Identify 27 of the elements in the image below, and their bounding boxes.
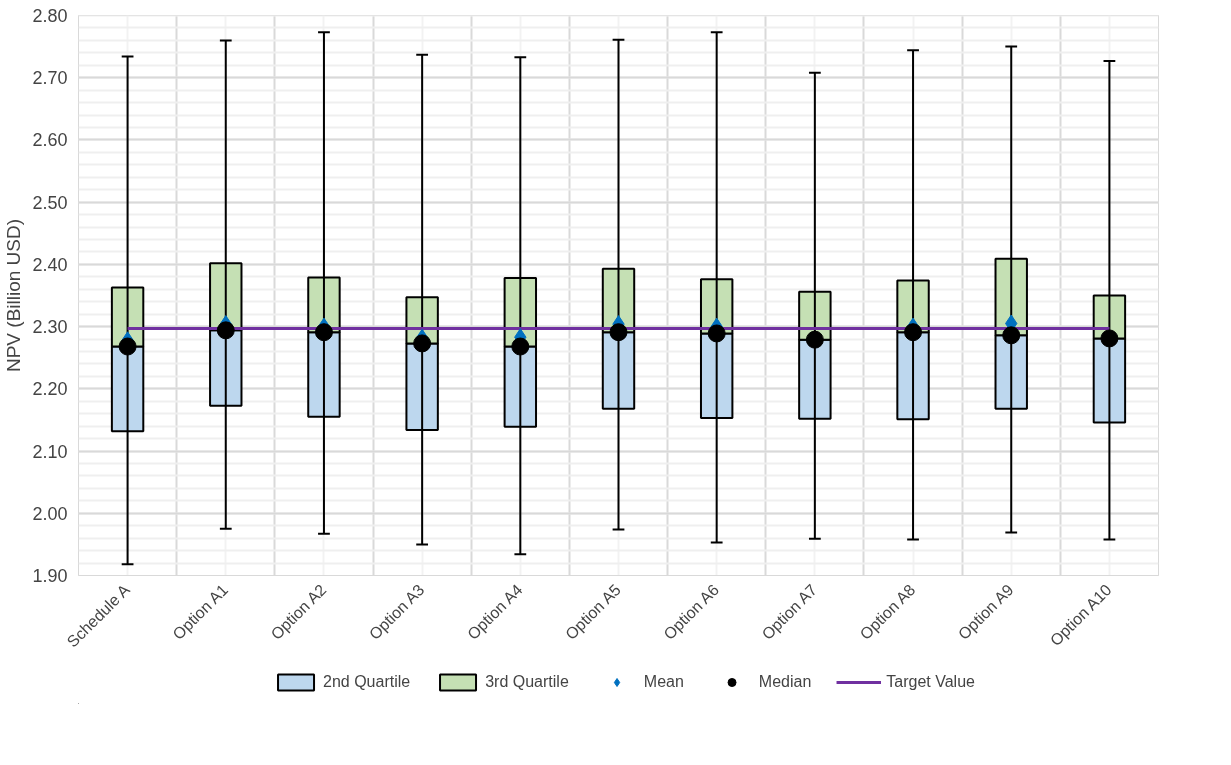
point [805,330,824,349]
legend-label: Median [758,672,812,691]
y-tick-label: 2.40 [32,254,68,275]
legend-label: 3rd Quartile [485,672,569,691]
y-tick-label: 1.90 [32,566,68,586]
point [1100,329,1119,348]
point [904,323,923,342]
point [314,323,333,342]
point [511,337,530,356]
y-tick-label: 2.10 [32,441,68,462]
y-tick-label: 2.60 [32,130,68,151]
y-tick-label: 2.50 [32,192,68,213]
point [216,321,235,340]
point [1002,326,1021,345]
y-tick-label: 2.80 [32,6,68,26]
y-tick-label: 2.30 [32,317,68,338]
legend-label: 2nd Quartile [323,672,411,691]
point [118,337,137,356]
y-tick-label: 2.20 [32,379,68,400]
y-tick-label: 2.70 [32,68,68,89]
point [707,324,726,343]
y-tick-label: 2.00 [32,503,68,524]
point [413,334,432,353]
point [609,323,628,342]
legend-label: Target Value [886,672,975,691]
y-axis-title: NPV (Billion USD) [3,218,25,373]
legend-label: Mean [643,672,684,691]
